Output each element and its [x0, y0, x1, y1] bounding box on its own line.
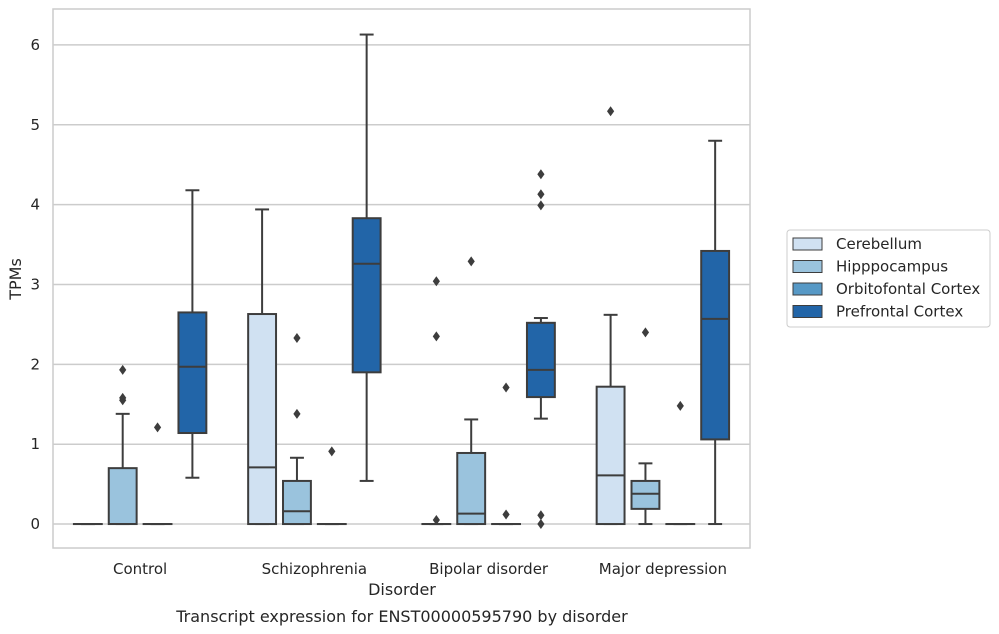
y-axis-label: TPMs [6, 258, 25, 301]
outlier-point [293, 408, 301, 419]
outlier-point [537, 510, 545, 521]
box-iqr [177, 311, 208, 435]
outlier-point [641, 327, 650, 338]
legend-label: Hipppocampus [836, 258, 948, 276]
box-prefrontal-cortex [177, 189, 208, 479]
box-iqr [630, 479, 661, 510]
y-tick-label: 5 [30, 116, 40, 134]
legend-swatch [792, 260, 823, 273]
box-iqr [700, 249, 731, 441]
box-prefrontal-cortex [351, 33, 382, 482]
outlier-point [432, 276, 440, 287]
outlier-point [537, 189, 545, 200]
outlier-point [119, 364, 127, 375]
box-iqr [525, 321, 556, 399]
box-hipppocampus [107, 364, 138, 526]
y-tick-label: 6 [30, 36, 40, 54]
box-orbitofontal-cortex [491, 382, 521, 526]
outlier-point [502, 509, 510, 520]
y-tick-label: 2 [30, 355, 40, 373]
legend-swatch [792, 282, 823, 296]
y-tick-label: 3 [30, 275, 40, 293]
y-tick-label: 0 [30, 515, 40, 533]
box-orbitofontal-cortex [142, 422, 173, 526]
y-tick-label: 4 [30, 196, 40, 214]
y-axis-ticks: 0 1 2 3 4 5 6 [30, 36, 40, 533]
outlier-point [432, 331, 440, 342]
box-iqr [282, 479, 312, 526]
x-axis-ticks: Control Schizophrenia Bipolar disorder Majo… [113, 560, 727, 578]
chart-caption: Transcript expression for ENST0000059579… [175, 607, 628, 626]
outlier-point [676, 400, 684, 411]
box-cerebellum [421, 276, 452, 526]
outlier-point [537, 169, 545, 180]
box-cerebellum [595, 106, 626, 526]
legend-swatch [792, 237, 823, 251]
legend-frame [786, 229, 991, 328]
box-orbitofontal-cortex [665, 400, 696, 526]
outlier-point [153, 422, 162, 433]
outlier-point [293, 332, 301, 343]
box-hipppocampus [456, 256, 487, 526]
box-iqr [595, 385, 626, 526]
x-tick-label: Control [113, 560, 167, 578]
box-iqr [351, 217, 382, 374]
legend-swatch [792, 305, 823, 318]
box-iqr [456, 451, 487, 526]
box-hipppocampus [282, 332, 312, 526]
box-iqr [107, 467, 138, 526]
box-prefrontal-cortex [700, 139, 731, 526]
outlier-point [537, 200, 545, 211]
box-layer [72, 33, 731, 530]
outlier-point [607, 106, 615, 117]
outlier-point [537, 519, 545, 530]
box-prefrontal-cortex [525, 169, 556, 530]
outlier-point [467, 256, 475, 267]
outlier-point [328, 446, 336, 457]
y-tick-label: 1 [30, 435, 40, 453]
plot-area [52, 8, 751, 549]
legend: Cerebellum Hipppocampus Orbitofontal Corte… [786, 229, 991, 328]
outlier-point [432, 515, 440, 526]
outlier-point [119, 392, 127, 403]
x-tick-label: Bipolar disorder [429, 560, 549, 578]
outlier-point [502, 382, 510, 393]
box-hipppocampus [630, 327, 661, 526]
x-axis-label: Disorder [368, 580, 436, 599]
legend-label: Cerebellum [836, 235, 922, 253]
gridlines [53, 44, 750, 525]
legend-label: Prefrontal Cortex [836, 303, 963, 321]
box-orbitofontal-cortex [316, 446, 347, 526]
x-tick-label: Schizophrenia [262, 560, 367, 578]
box-cerebellum [247, 208, 278, 526]
box-iqr [247, 313, 278, 526]
x-tick-label: Major depression [599, 560, 727, 578]
legend-label: Orbitofontal Cortex [836, 280, 980, 298]
